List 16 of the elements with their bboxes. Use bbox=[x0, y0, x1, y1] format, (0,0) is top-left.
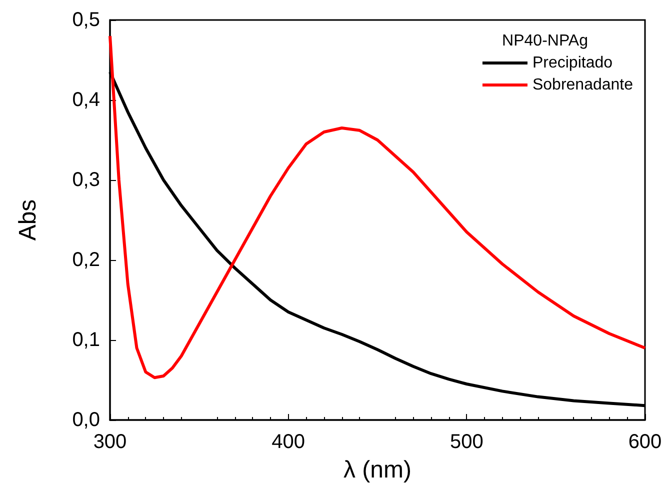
x-tick-label: 600 bbox=[628, 431, 662, 453]
line-series bbox=[108, 34, 646, 380]
legend-label: Precipitado bbox=[532, 54, 613, 72]
y-axis-title: Abs bbox=[14, 199, 42, 241]
x-tick-label: 400 bbox=[272, 431, 306, 453]
y-tick-label: 0,1 bbox=[72, 329, 100, 351]
legend-label: Sobrenadante bbox=[532, 76, 634, 94]
y-tick-label: 0,5 bbox=[72, 9, 100, 31]
legend-title: NP40-NPAg bbox=[502, 32, 588, 50]
x-axis-title: λ (nm) bbox=[344, 456, 412, 484]
y-tick-label: 0,4 bbox=[72, 89, 100, 111]
y-tick-label: 0,0 bbox=[72, 409, 100, 431]
y-tick-label: 0,2 bbox=[72, 249, 100, 271]
x-tick-label: 500 bbox=[450, 431, 484, 453]
x-tick-label: 300 bbox=[93, 431, 127, 453]
y-tick-label: 0,3 bbox=[72, 169, 100, 191]
